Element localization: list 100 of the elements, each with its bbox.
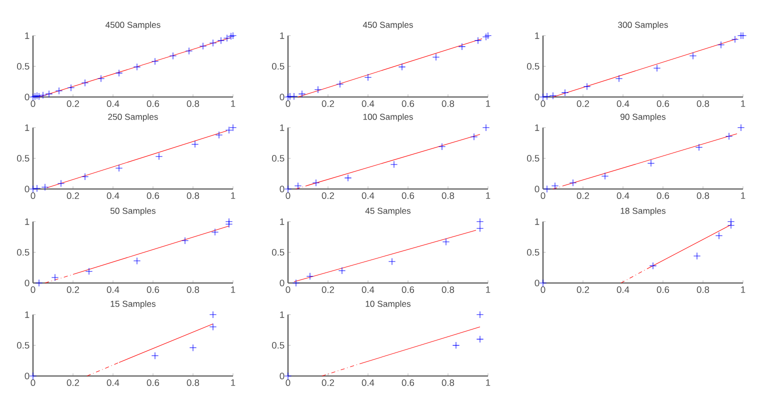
x-tick-label: 0.2 (66, 286, 80, 293)
point (41, 184, 49, 191)
point (364, 74, 372, 81)
x-tick-label: 0.4 (106, 100, 120, 107)
point (693, 252, 701, 260)
x-tick-label: 0.6 (146, 100, 160, 107)
y-tick-label: 0.5 (272, 249, 284, 256)
point (438, 143, 446, 150)
point (583, 82, 591, 90)
point (215, 131, 223, 139)
point (185, 47, 193, 55)
y-tick-label: 0 (534, 186, 540, 192)
x-tick-label: 0.4 (616, 100, 630, 107)
point (338, 267, 346, 274)
point (229, 124, 237, 132)
x-tick-label: 1 (231, 100, 236, 107)
point (312, 179, 320, 186)
point (689, 52, 697, 60)
point (476, 336, 484, 343)
chart-title: 4500 Samples (106, 22, 160, 30)
point (191, 140, 199, 148)
point (314, 86, 322, 94)
x-tick-label: 0.8 (186, 100, 200, 107)
x-tick-label: 0.6 (146, 192, 160, 199)
x-tick-label: 0 (30, 100, 36, 107)
y-tick-label: 0 (280, 280, 284, 286)
point (81, 79, 89, 86)
y-tick-label: 1 (25, 218, 30, 225)
x-tick-label: 0.6 (656, 192, 670, 199)
point (695, 144, 703, 151)
y-tick-label: 0 (24, 186, 30, 192)
point (739, 32, 747, 40)
y-tick-label: 0 (24, 94, 30, 100)
chart-title: 45 Samples (365, 208, 411, 216)
point (653, 64, 661, 72)
point (290, 92, 298, 100)
chart-title: 15 Samples (110, 300, 156, 309)
point (336, 80, 344, 88)
point (388, 258, 396, 266)
point (169, 52, 177, 60)
point (115, 164, 123, 172)
y-tick-label: 1 (25, 311, 30, 318)
y-tick-label: 1 (280, 218, 284, 225)
x-tick-label: 0.8 (442, 100, 454, 107)
x-tick-label: 0.4 (362, 379, 374, 386)
y-tick-label: 0.5 (272, 155, 284, 162)
point (561, 89, 569, 96)
x-tick-label: 0.2 (322, 100, 334, 107)
point (647, 160, 655, 167)
point (432, 54, 440, 61)
point (725, 132, 733, 140)
point (737, 32, 745, 40)
x-tick-label: 0.6 (402, 100, 414, 107)
x-tick-label: 0 (540, 286, 546, 293)
chart-title: 300 Samples (618, 22, 668, 30)
y-tick-label: 0 (534, 94, 540, 100)
x-tick-label: 0.8 (186, 379, 200, 386)
point (97, 74, 105, 82)
y-tick-label: 0.5 (17, 155, 30, 162)
point (649, 262, 657, 270)
x-tick-label: 0.6 (402, 192, 414, 199)
point (476, 218, 484, 226)
point (227, 32, 235, 40)
x-tick-label: 0.4 (106, 286, 120, 293)
point (484, 32, 492, 40)
y-tick-label: 1 (25, 32, 30, 39)
y-tick-label: 0 (24, 280, 30, 286)
x-tick-label: 0.4 (362, 286, 374, 293)
x-tick-label: 0.2 (322, 192, 334, 199)
point (85, 268, 93, 275)
chart-title: 100 Samples (363, 114, 413, 122)
point (181, 237, 189, 244)
x-tick-label: 0.6 (146, 379, 160, 386)
x-tick-label: 0 (540, 192, 546, 199)
point (476, 224, 484, 232)
point (209, 311, 217, 318)
point (458, 43, 466, 50)
point (51, 274, 59, 282)
y-tick-label: 0 (280, 186, 284, 192)
y-tick-label: 0.5 (272, 63, 284, 70)
y-tick-label: 1 (280, 124, 284, 131)
point (543, 92, 551, 100)
point (45, 90, 53, 98)
point (33, 92, 41, 100)
x-tick-label: 0.4 (362, 192, 374, 199)
x-tick-label: 0 (30, 286, 36, 293)
x-tick-label: 0.6 (146, 286, 160, 293)
y-tick-label: 0 (24, 372, 30, 380)
x-tick-label: 0 (30, 192, 36, 199)
y-tick-label: 0.5 (17, 249, 30, 256)
x-tick-label: 0.4 (616, 192, 630, 199)
x-tick-label: 0.4 (106, 192, 120, 199)
x-tick-label: 0.8 (186, 192, 200, 199)
point (57, 180, 65, 188)
point (727, 218, 735, 226)
y-tick-label: 0.5 (527, 249, 540, 256)
chart-title: 50 Samples (110, 208, 156, 216)
x-tick-label: 0.8 (186, 286, 200, 293)
chart-title: 10 Samples (366, 300, 411, 309)
x-tick-label: 0.4 (616, 286, 630, 293)
